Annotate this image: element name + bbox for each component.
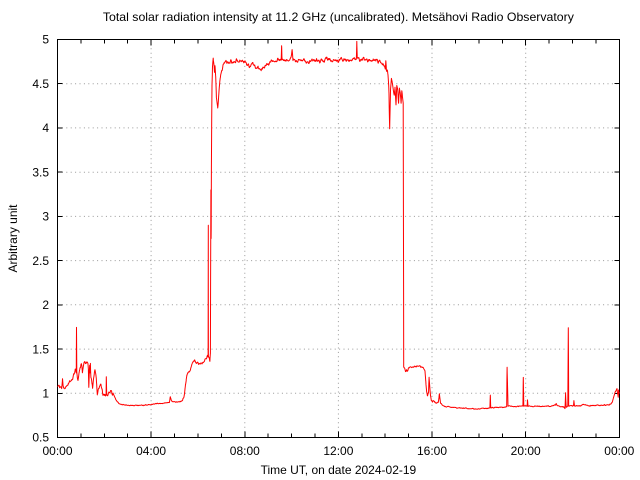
- svg-text:00:00: 00:00: [42, 444, 72, 458]
- svg-text:Total solar radiation intensit: Total solar radiation intensity at 11.2 …: [103, 10, 574, 24]
- svg-text:16:00: 16:00: [417, 444, 447, 458]
- svg-text:2.5: 2.5: [32, 254, 49, 268]
- svg-text:4.5: 4.5: [32, 77, 49, 91]
- svg-text:Time UT, on date 2024-02-19: Time UT, on date 2024-02-19: [261, 463, 417, 477]
- svg-text:04:00: 04:00: [136, 444, 166, 458]
- svg-text:1.5: 1.5: [32, 342, 49, 356]
- svg-text:00:00: 00:00: [604, 444, 634, 458]
- svg-text:5: 5: [42, 33, 49, 47]
- svg-text:3.5: 3.5: [32, 165, 49, 179]
- svg-text:0.5: 0.5: [32, 431, 49, 445]
- svg-text:4: 4: [42, 121, 49, 135]
- svg-text:1: 1: [42, 387, 49, 401]
- svg-text:3: 3: [42, 210, 49, 224]
- svg-text:20:00: 20:00: [511, 444, 541, 458]
- svg-text:Arbitrary unit: Arbitrary unit: [6, 204, 20, 273]
- svg-text:2: 2: [42, 298, 49, 312]
- svg-text:12:00: 12:00: [323, 444, 353, 458]
- svg-text:08:00: 08:00: [230, 444, 260, 458]
